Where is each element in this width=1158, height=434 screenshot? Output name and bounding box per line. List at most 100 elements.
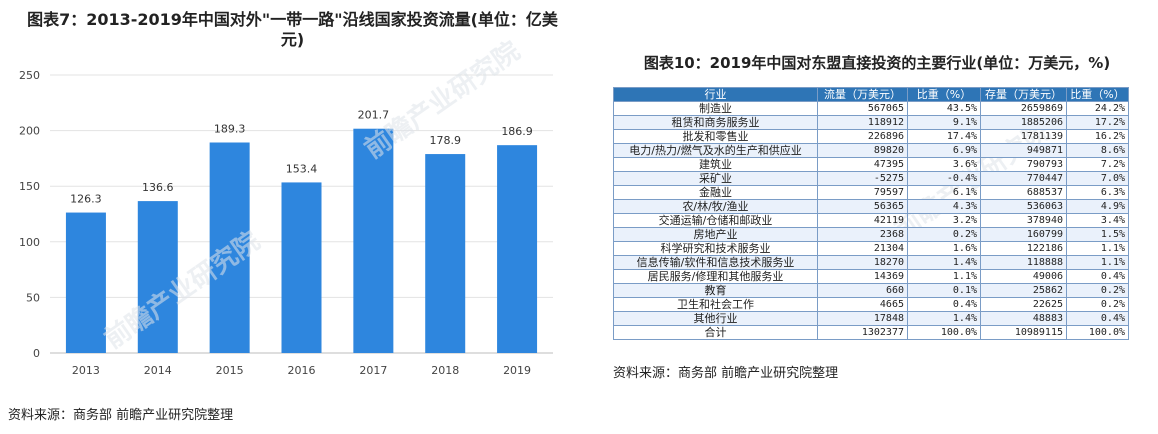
table-cell-value: 688537 [980, 185, 1067, 200]
table-header-row: 行业 流量（万美元） 比重（%） 存量（万美元） 比重（%） [613, 87, 1129, 102]
table-cell-value: 17848 [817, 311, 908, 326]
source-note-left: 资料来源：商务部 前瞻产业研究院整理 [8, 408, 234, 423]
table-cell-value: 3.4% [1066, 213, 1129, 228]
table-cell-value: 47395 [817, 157, 908, 172]
y-tick-label: 50 [26, 291, 40, 304]
table-cell-industry: 批发和零售业 [613, 129, 818, 144]
table-cell-value: 4665 [817, 297, 908, 312]
table-cell-value: 160799 [980, 227, 1067, 242]
table-row: 采矿业 -5275 -0.4% 770447 7.0% [613, 171, 1129, 186]
table-cell-value: 100.0% [907, 325, 981, 340]
table-header-cell: 比重（%） [1066, 87, 1129, 102]
x-tick-label: 2019 [503, 364, 531, 377]
table-cell-industry: 电力/热力/燃气及水的生产和供应业 [613, 143, 818, 158]
table-row: 合计 1302377 100.0% 10989115 100.0% [613, 325, 1129, 340]
source-note-right: 资料来源：商务部 前瞻产业研究院整理 [613, 366, 839, 381]
table-row: 卫生和社会工作 4665 0.4% 22625 0.2% [613, 297, 1129, 312]
bar [425, 154, 466, 353]
x-tick-label: 2018 [431, 364, 459, 377]
table-cell-value: 2368 [817, 227, 908, 242]
y-tick-label: 200 [19, 125, 40, 138]
x-tick-label: 2017 [359, 364, 387, 377]
table-cell-value: 6.3% [1066, 185, 1129, 200]
table-cell-value: 378940 [980, 213, 1067, 228]
table-cell-value: 42119 [817, 213, 908, 228]
x-tick-label: 2013 [72, 364, 100, 377]
bar-chart-title: 图表7：2013-2019年中国对外"一带一路"沿线国家投资流量(单位：亿美元) [27, 10, 558, 49]
table-cell-value: 567065 [817, 101, 908, 116]
bar [497, 145, 538, 353]
bar-chart: 0 50 100 150 200 250 126.3 2013 136.6 2014 189.3 20… [19, 69, 553, 377]
table-row: 租赁和商务服务业 118912 9.1% 1885206 17.2% [613, 115, 1129, 130]
table-cell-value: 1885206 [980, 115, 1067, 130]
table-cell-industry: 卫生和社会工作 [613, 297, 818, 312]
industry-table: 行业 流量（万美元） 比重（%） 存量（万美元） 比重（%） 制造业 567065 43.5… [613, 87, 1129, 340]
table-cell-value: 949871 [980, 143, 1067, 158]
table-cell-value: 0.4% [1066, 311, 1129, 326]
table-cell-value: 43.5% [907, 101, 981, 116]
table-cell-value: 660 [817, 283, 908, 298]
table-cell-value: 56365 [817, 199, 908, 214]
table-cell-industry: 信息传输/软件和信息技术服务业 [613, 255, 818, 270]
data-label: 153.4 [286, 162, 318, 175]
table-cell-industry: 科学研究和技术服务业 [613, 241, 818, 256]
table-row: 交通运输/仓储和邮政业 42119 3.2% 378940 3.4% [613, 213, 1129, 228]
y-tick-label: 100 [19, 236, 40, 249]
table-cell-value: 226896 [817, 129, 908, 144]
y-tick-label: 250 [19, 69, 40, 82]
data-label: 201.7 [358, 109, 390, 122]
table-cell-value: 1.4% [907, 311, 981, 326]
table-cell-value: 25862 [980, 283, 1067, 298]
table-cell-value: 1.6% [907, 241, 981, 256]
table-cell-industry: 采矿业 [613, 171, 818, 186]
table-row: 电力/热力/燃气及水的生产和供应业 89820 6.9% 949871 8.6% [613, 143, 1129, 158]
table-row: 信息传输/软件和信息技术服务业 18270 1.4% 118888 1.1% [613, 255, 1129, 270]
x-tick-label: 2015 [216, 364, 244, 377]
table-cell-value: 0.2% [1066, 297, 1129, 312]
table-cell-value: 4.9% [1066, 199, 1129, 214]
table-row: 其他行业 17848 1.4% 48883 0.4% [613, 311, 1129, 326]
table-header-cell: 行业 [613, 87, 818, 102]
table-cell-value: 118912 [817, 115, 908, 130]
table-cell-value: -5275 [817, 171, 908, 186]
table-cell-industry: 租赁和商务服务业 [613, 115, 818, 130]
table-cell-value: 9.1% [907, 115, 981, 130]
table-cell-value: 21304 [817, 241, 908, 256]
table-cell-industry: 农/林/牧/渔业 [613, 199, 818, 214]
data-label: 136.6 [142, 181, 174, 194]
table-cell-value: 2659869 [980, 101, 1067, 116]
table-row: 建筑业 47395 3.6% 790793 7.2% [613, 157, 1129, 172]
table-cell-value: 100.0% [1066, 325, 1129, 340]
table-cell-value: 49006 [980, 269, 1067, 284]
table-cell-value: 17.2% [1066, 115, 1129, 130]
x-tick-label: 2016 [288, 364, 316, 377]
data-label: 178.9 [429, 134, 461, 147]
table-row: 科学研究和技术服务业 21304 1.6% 122186 1.1% [613, 241, 1129, 256]
bar [137, 201, 178, 353]
table-cell-value: 118888 [980, 255, 1067, 270]
table-cell-value: 48883 [980, 311, 1067, 326]
table-cell-value: 1781139 [980, 129, 1067, 144]
table-cell-value: -0.4% [907, 171, 981, 186]
table-cell-value: 89820 [817, 143, 908, 158]
table-row: 金融业 79597 6.1% 688537 6.3% [613, 185, 1129, 200]
bar [209, 142, 250, 353]
y-tick-label: 0 [33, 347, 40, 360]
table-row: 农/林/牧/渔业 56365 4.3% 536063 4.9% [613, 199, 1129, 214]
table-cell-value: 8.6% [1066, 143, 1129, 158]
table-cell-value: 1.1% [1066, 255, 1129, 270]
bar [353, 128, 394, 353]
table-cell-value: 7.2% [1066, 157, 1129, 172]
table-cell-value: 1.4% [907, 255, 981, 270]
table-row: 居民服务/修理和其他服务业 14369 1.1% 49006 0.4% [613, 269, 1129, 284]
bar [65, 212, 106, 353]
data-label: 186.9 [501, 125, 533, 138]
table-header-cell: 存量（万美元） [980, 87, 1067, 102]
table-cell-value: 3.6% [907, 157, 981, 172]
table-header-cell: 比重（%） [907, 87, 981, 102]
table-cell-industry: 制造业 [613, 101, 818, 116]
table-row: 教育 660 0.1% 25862 0.2% [613, 283, 1129, 298]
table-row: 制造业 567065 43.5% 2659869 24.2% [613, 101, 1129, 116]
data-label: 189.3 [214, 122, 246, 135]
table-cell-value: 0.2% [1066, 283, 1129, 298]
